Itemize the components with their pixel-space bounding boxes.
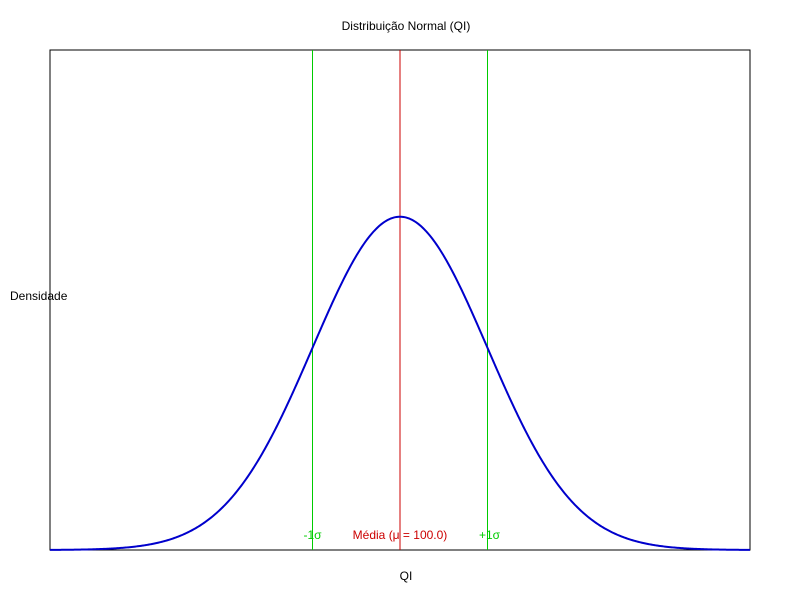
reference-lines — [312, 50, 488, 550]
reference-label-2: +1σ — [479, 528, 501, 542]
density-curve — [49, 215, 751, 551]
reference-label-1: Média (μ = 100.0) — [353, 528, 448, 542]
x-axis-label: QI — [400, 569, 413, 583]
reference-labels: -1σ Média (μ = 100.0) +1σ — [303, 528, 500, 542]
chart-title: Distribuição Normal (QI) — [342, 19, 471, 33]
reference-label-0: -1σ — [303, 528, 322, 542]
y-axis-label: Densidade — [10, 289, 68, 303]
